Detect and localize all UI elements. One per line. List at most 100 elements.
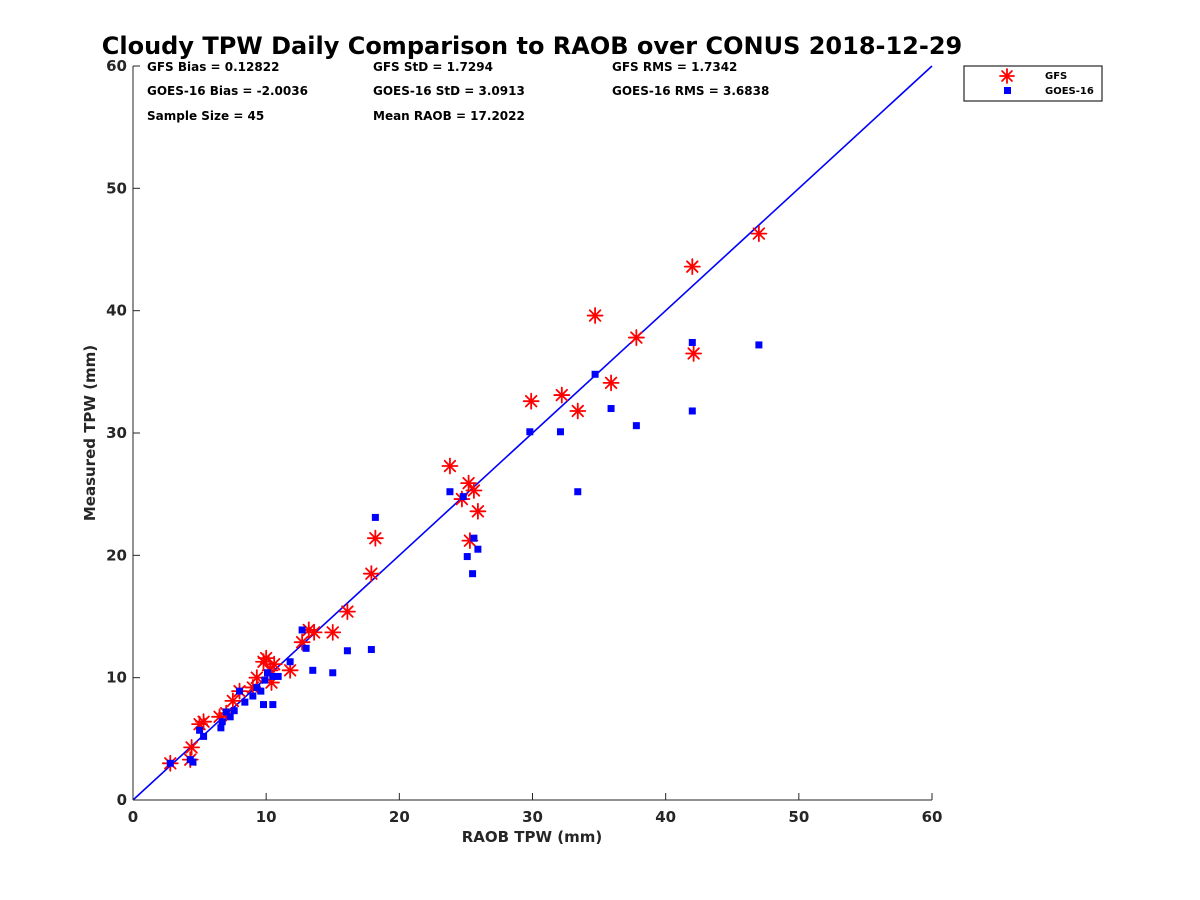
legend: GFS GOES-16 xyxy=(963,65,1103,102)
goes16-data-point xyxy=(755,341,763,349)
goes16-data-point xyxy=(196,726,204,734)
goes16-data-point xyxy=(253,683,261,691)
goes16-data-point xyxy=(556,428,564,436)
goes16-data-point xyxy=(371,513,379,521)
gfs-data-point xyxy=(602,374,620,392)
y-tick-label: 60 xyxy=(106,57,127,75)
gfs-data-point xyxy=(522,392,540,410)
goes16-data-point xyxy=(269,701,277,709)
goes16-data-point xyxy=(257,687,265,695)
goes16-data-point xyxy=(474,545,482,553)
gfs-data-point xyxy=(627,329,645,346)
goes16-data-point xyxy=(260,701,268,709)
data-markers xyxy=(161,225,768,772)
gfs-data-point xyxy=(362,565,380,583)
goes16-data-point xyxy=(241,698,249,706)
gfs-data-point xyxy=(685,345,703,362)
stat-mean-raob: Mean RAOB = 17.2022 xyxy=(373,109,525,123)
goes16-data-point xyxy=(329,669,337,677)
gfs-data-point xyxy=(366,529,384,547)
gfs-data-point xyxy=(281,661,299,679)
x-axis-label: RAOB TPW (mm) xyxy=(462,828,603,846)
goes16-data-point xyxy=(632,422,640,430)
gfs-data-point xyxy=(324,624,342,641)
stat-goes16-bias: GOES-16 Bias = -2.0036 xyxy=(147,84,308,98)
goes16-data-point xyxy=(302,644,310,652)
plot-area: 0 10 20 30 40 50 60 0 10 20 30 40 50 60 xyxy=(106,57,942,826)
legend-label-goes16: GOES-16 xyxy=(1045,86,1094,97)
gfs-data-point xyxy=(469,502,487,520)
gfs-data-point xyxy=(224,692,242,710)
gfs-data-point xyxy=(338,603,356,621)
goes16-data-point xyxy=(470,534,478,542)
legend-label-gfs: GFS xyxy=(1045,71,1067,82)
goes16-data-point xyxy=(166,759,174,767)
goes16-data-point xyxy=(261,676,269,684)
x-tick-label: 60 xyxy=(922,808,943,826)
goes16-data-point xyxy=(446,488,454,496)
gfs-data-point xyxy=(569,402,587,420)
gfs-data-point xyxy=(553,386,571,404)
goes16-data-point xyxy=(309,666,317,674)
goes16-data-point xyxy=(218,718,226,726)
goes16-data-point xyxy=(526,428,534,436)
goes16-data-point xyxy=(263,669,271,677)
stat-gfs-std: GFS StD = 1.7294 xyxy=(373,60,493,74)
y-axis-label: Measured TPW (mm) xyxy=(81,345,99,521)
goes16-data-point xyxy=(367,646,375,654)
gfs-data-point xyxy=(750,225,768,242)
x-tick-label: 40 xyxy=(655,808,676,826)
goes16-data-point xyxy=(217,724,225,732)
legend-goes16-square-icon xyxy=(1004,87,1011,94)
legend-gfs-asterisk xyxy=(999,68,1015,84)
gfs-data-point xyxy=(465,482,483,499)
gfs-data-point xyxy=(257,649,275,667)
x-axis-ticks: 0 10 20 30 40 50 60 xyxy=(128,793,943,826)
goes16-data-point xyxy=(189,758,197,766)
goes16-data-point xyxy=(688,407,696,415)
gfs-data-point xyxy=(265,655,283,673)
goes16-data-point xyxy=(286,658,294,666)
y-tick-label: 0 xyxy=(117,791,127,809)
legend-box xyxy=(963,65,1103,102)
stat-goes16-std: GOES-16 StD = 3.0913 xyxy=(373,84,525,98)
y-tick-label: 50 xyxy=(106,179,127,197)
gfs-data-point xyxy=(183,738,200,756)
stats-block: GFS Bias = 0.12822 GFS StD = 1.7294 GFS … xyxy=(147,60,769,123)
goes16-data-point xyxy=(230,707,238,715)
x-tick-label: 20 xyxy=(389,808,410,826)
gfs-data-point xyxy=(586,307,604,324)
goes16-data-point xyxy=(591,370,599,378)
goes16-data-point xyxy=(574,488,582,496)
goes16-data-point xyxy=(459,493,467,501)
y-axis-ticks: 0 10 20 30 40 50 60 xyxy=(106,57,140,809)
goes16-data-point xyxy=(236,687,244,695)
x-tick-label: 0 xyxy=(128,808,138,826)
goes16-data-point xyxy=(226,713,234,721)
x-tick-label: 10 xyxy=(256,808,277,826)
y-tick-label: 10 xyxy=(106,669,127,687)
gfs-data-point xyxy=(195,713,212,731)
gfs-data-point xyxy=(305,624,323,641)
goes16-data-point xyxy=(607,405,615,413)
x-tick-label: 30 xyxy=(522,808,543,826)
y-tick-label: 40 xyxy=(106,302,127,320)
goes16-data-point xyxy=(688,338,696,346)
stat-sample-size: Sample Size = 45 xyxy=(147,109,264,123)
goes16-data-point xyxy=(298,626,306,634)
goes16-data-point xyxy=(469,570,477,578)
goes16-data-point xyxy=(343,647,351,655)
goes16-data-point xyxy=(222,708,230,716)
stat-goes16-rms: GOES-16 RMS = 3.6838 xyxy=(612,84,769,98)
goes16-data-point xyxy=(249,692,257,700)
gfs-data-point xyxy=(293,633,311,651)
chart-title: Cloudy TPW Daily Comparison to RAOB over… xyxy=(102,32,962,60)
x-tick-label: 50 xyxy=(788,808,809,826)
stat-gfs-bias: GFS Bias = 0.12822 xyxy=(147,60,279,74)
goes16-data-point xyxy=(269,672,277,680)
goes16-data-point xyxy=(200,732,208,740)
stat-gfs-rms: GFS RMS = 1.7342 xyxy=(612,60,737,74)
gfs-data-point xyxy=(683,258,701,276)
legend-gfs-asterisk-icon xyxy=(999,68,1015,84)
y-tick-label: 30 xyxy=(106,424,127,442)
